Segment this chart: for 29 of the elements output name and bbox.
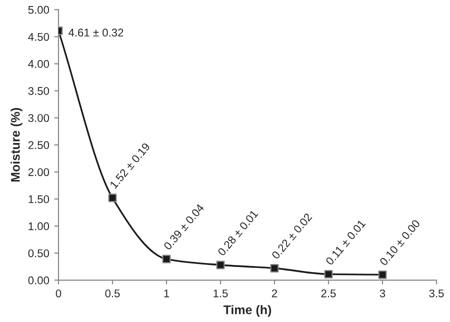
y-tick-label: 2.00 [28,168,50,176]
y-tick-label: 5.00 [28,6,50,14]
y-tick-label: 0.50 [28,249,50,258]
y-tick-label: 4.50 [28,32,50,41]
point [108,194,117,202]
point [378,270,387,279]
y-axis-title: Moisture (%) [10,108,22,182]
y-tick-label: 2.50 [28,141,50,150]
point [216,260,225,270]
point [162,254,171,264]
x-tick-label: 1.5 [214,290,228,298]
y-tick-label: 4.00 [28,60,50,68]
x-tick-label: 1 [164,290,170,298]
x-tick-label: 2.5 [321,289,336,298]
point [270,264,279,272]
data-label: 4.61 ± 0.32 [68,28,124,37]
x-tick-label: 3.5 [429,289,444,298]
point [324,270,333,278]
x-axis-title: Time (h) [223,305,272,317]
x-tick-label: 2 [272,289,278,298]
y-tick-label: 1.50 [28,195,50,204]
data-label: 0.11 ± 0.01 [325,219,366,266]
x-tick-label: 3 [380,289,386,298]
x-tick-label: 0 [56,289,62,298]
x-tick-label: 0.5 [105,289,120,298]
y-tick-label: 1.00 [28,222,50,230]
y-tick-label: 0.00 [28,276,50,284]
y-tick-label: 3.00 [28,114,50,122]
y-tick-label: 3.50 [28,87,50,95]
